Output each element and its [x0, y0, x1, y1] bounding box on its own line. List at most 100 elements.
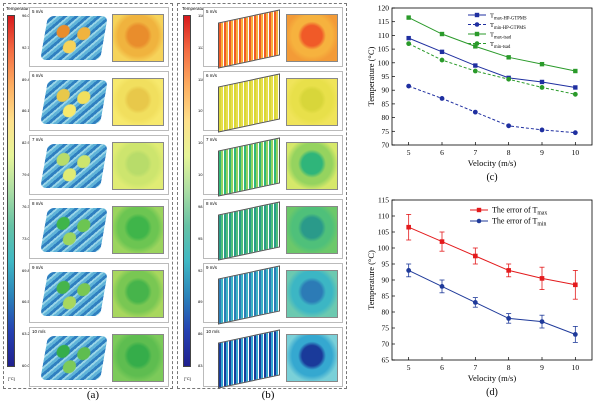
chart-d: 65 70 75 80 85 90 95 100 105 110 115 5 6 7 8 9 10 Velocit… [366, 196, 593, 398]
series-line [408, 37, 576, 88]
fin-heat-sink-model [218, 73, 280, 133]
y-tick-label: 65 [382, 356, 390, 365]
legend-label-subscript: max-tsad [494, 36, 512, 41]
legend-label-main: T [490, 13, 494, 20]
data-point [506, 55, 511, 60]
colorbar-tick: 82.91 [22, 140, 33, 146]
y-tick-label: 90 [382, 276, 390, 285]
x-tick-label: 10 [572, 148, 580, 157]
y-tick-label: 100 [378, 58, 390, 67]
y-tick-label: 80 [382, 113, 390, 122]
contour-cell: 10 m/s [29, 327, 169, 387]
series-line [408, 226, 576, 286]
legend-label: Tmax-tsad [490, 32, 512, 41]
velocity-label: 10 m/s [206, 329, 220, 334]
x-axis-label: Velocity (m/s) [468, 158, 517, 168]
data-point [506, 268, 511, 273]
colorbar-tick: 95.2 [198, 235, 206, 241]
legend-marker [476, 218, 482, 224]
series-line [408, 17, 576, 72]
legend-label-main: T [490, 22, 494, 29]
x-tick-label: 5 [407, 363, 411, 372]
legend-marker [474, 41, 480, 46]
data-point [473, 44, 478, 49]
data-point [439, 49, 445, 55]
data-point [473, 253, 478, 259]
x-tick-label: 6 [440, 148, 444, 157]
panel-b-caption: (b) [261, 389, 275, 401]
data-point [539, 85, 545, 90]
fin-heat-sink-model [218, 137, 280, 197]
gyroid-heat-sink-model [40, 80, 108, 124]
colorbar-tick: 86.1 [198, 331, 206, 337]
legend-label: Tmin-HP-GTPMS [490, 22, 526, 31]
chart-caption: (c) [486, 172, 497, 183]
velocity-label: 6 m/s [32, 73, 44, 78]
legend-label-main: T [490, 32, 494, 39]
colorbar-tick: 89.45 [22, 76, 33, 82]
panel-a-caption: (a) [86, 389, 100, 401]
y-tick-label: 70 [382, 340, 390, 349]
panel-a-colorbar [7, 15, 15, 367]
data-point [406, 15, 411, 20]
fin-heat-sink-model [218, 201, 280, 261]
y-tick-label: 85 [382, 292, 390, 301]
x-tick-label: 5 [407, 148, 411, 157]
contour-cell: 8 m/s [29, 199, 169, 259]
panel-b-colorbar-unit: [°C] [184, 376, 191, 381]
y-tick-label: 75 [382, 127, 390, 136]
x-tick-label: 8 [507, 363, 511, 372]
y-tick-label: 70 [382, 141, 390, 150]
x-tick-label: 9 [540, 363, 544, 372]
colorbar-tick: 60.00 [22, 363, 33, 368]
colorbar-tick: 73.09 [22, 235, 33, 241]
data-point [539, 127, 545, 133]
chart-c: 70 75 80 85 90 95 100 105 110 115 120 5 6 7 8 9 10 Veloci… [366, 4, 593, 183]
colorbar-tick: 89.1 [198, 299, 206, 305]
contour-cell: 6 m/s [203, 71, 343, 133]
y-tick-label: 100 [378, 244, 390, 253]
legend-label: The error of Tmin [492, 217, 546, 228]
data-point [572, 130, 578, 136]
fin-heat-sink-model [218, 9, 280, 69]
contour-cell: 7 m/s [29, 135, 169, 195]
temperature-contour-map [112, 270, 164, 318]
data-point [439, 239, 445, 244]
colorbar-tick: 63.27 [22, 331, 33, 337]
velocity-label: 9 m/s [206, 265, 218, 270]
legend-marker [476, 207, 482, 213]
data-point [439, 57, 445, 63]
legend-label: Tmin-tsad [490, 41, 511, 50]
y-axis-label: Temperature (°C) [366, 46, 376, 106]
gyroid-heat-sink-model [40, 16, 108, 60]
data-point [573, 68, 578, 74]
data-point [406, 268, 412, 273]
colorbar-tick: 76.36 [22, 203, 33, 209]
velocity-label: 7 m/s [32, 137, 44, 142]
data-point [572, 332, 578, 337]
x-tick-label: 6 [440, 363, 444, 372]
y-tick-label: 85 [382, 99, 390, 108]
y-tick-label: 105 [378, 228, 390, 237]
legend-label-main: The error of T [492, 206, 538, 215]
x-tick-label: 7 [473, 148, 477, 157]
y-tick-label: 90 [382, 86, 390, 95]
data-point [506, 316, 512, 321]
panel-a-frame [3, 3, 173, 389]
temperature-contour-map [286, 206, 338, 254]
panel-b-frame [177, 3, 347, 389]
panel-b-colorbar [183, 15, 191, 367]
contour-cell: 7 m/s [203, 135, 343, 197]
temperature-contour-map [112, 206, 164, 254]
contour-cell: 5 m/s [29, 7, 169, 67]
chart-caption: (d) [486, 387, 498, 398]
y-tick-label: 115 [378, 17, 389, 26]
velocity-label: 9 m/s [32, 265, 44, 270]
x-tick-label: 8 [507, 148, 511, 157]
series-line [408, 269, 576, 335]
series-line [408, 85, 576, 134]
fin-heat-sink-model [218, 265, 280, 325]
data-point [539, 276, 545, 281]
legend-label: The error of Tmax [492, 206, 547, 217]
velocity-label: 10 m/s [32, 329, 46, 334]
